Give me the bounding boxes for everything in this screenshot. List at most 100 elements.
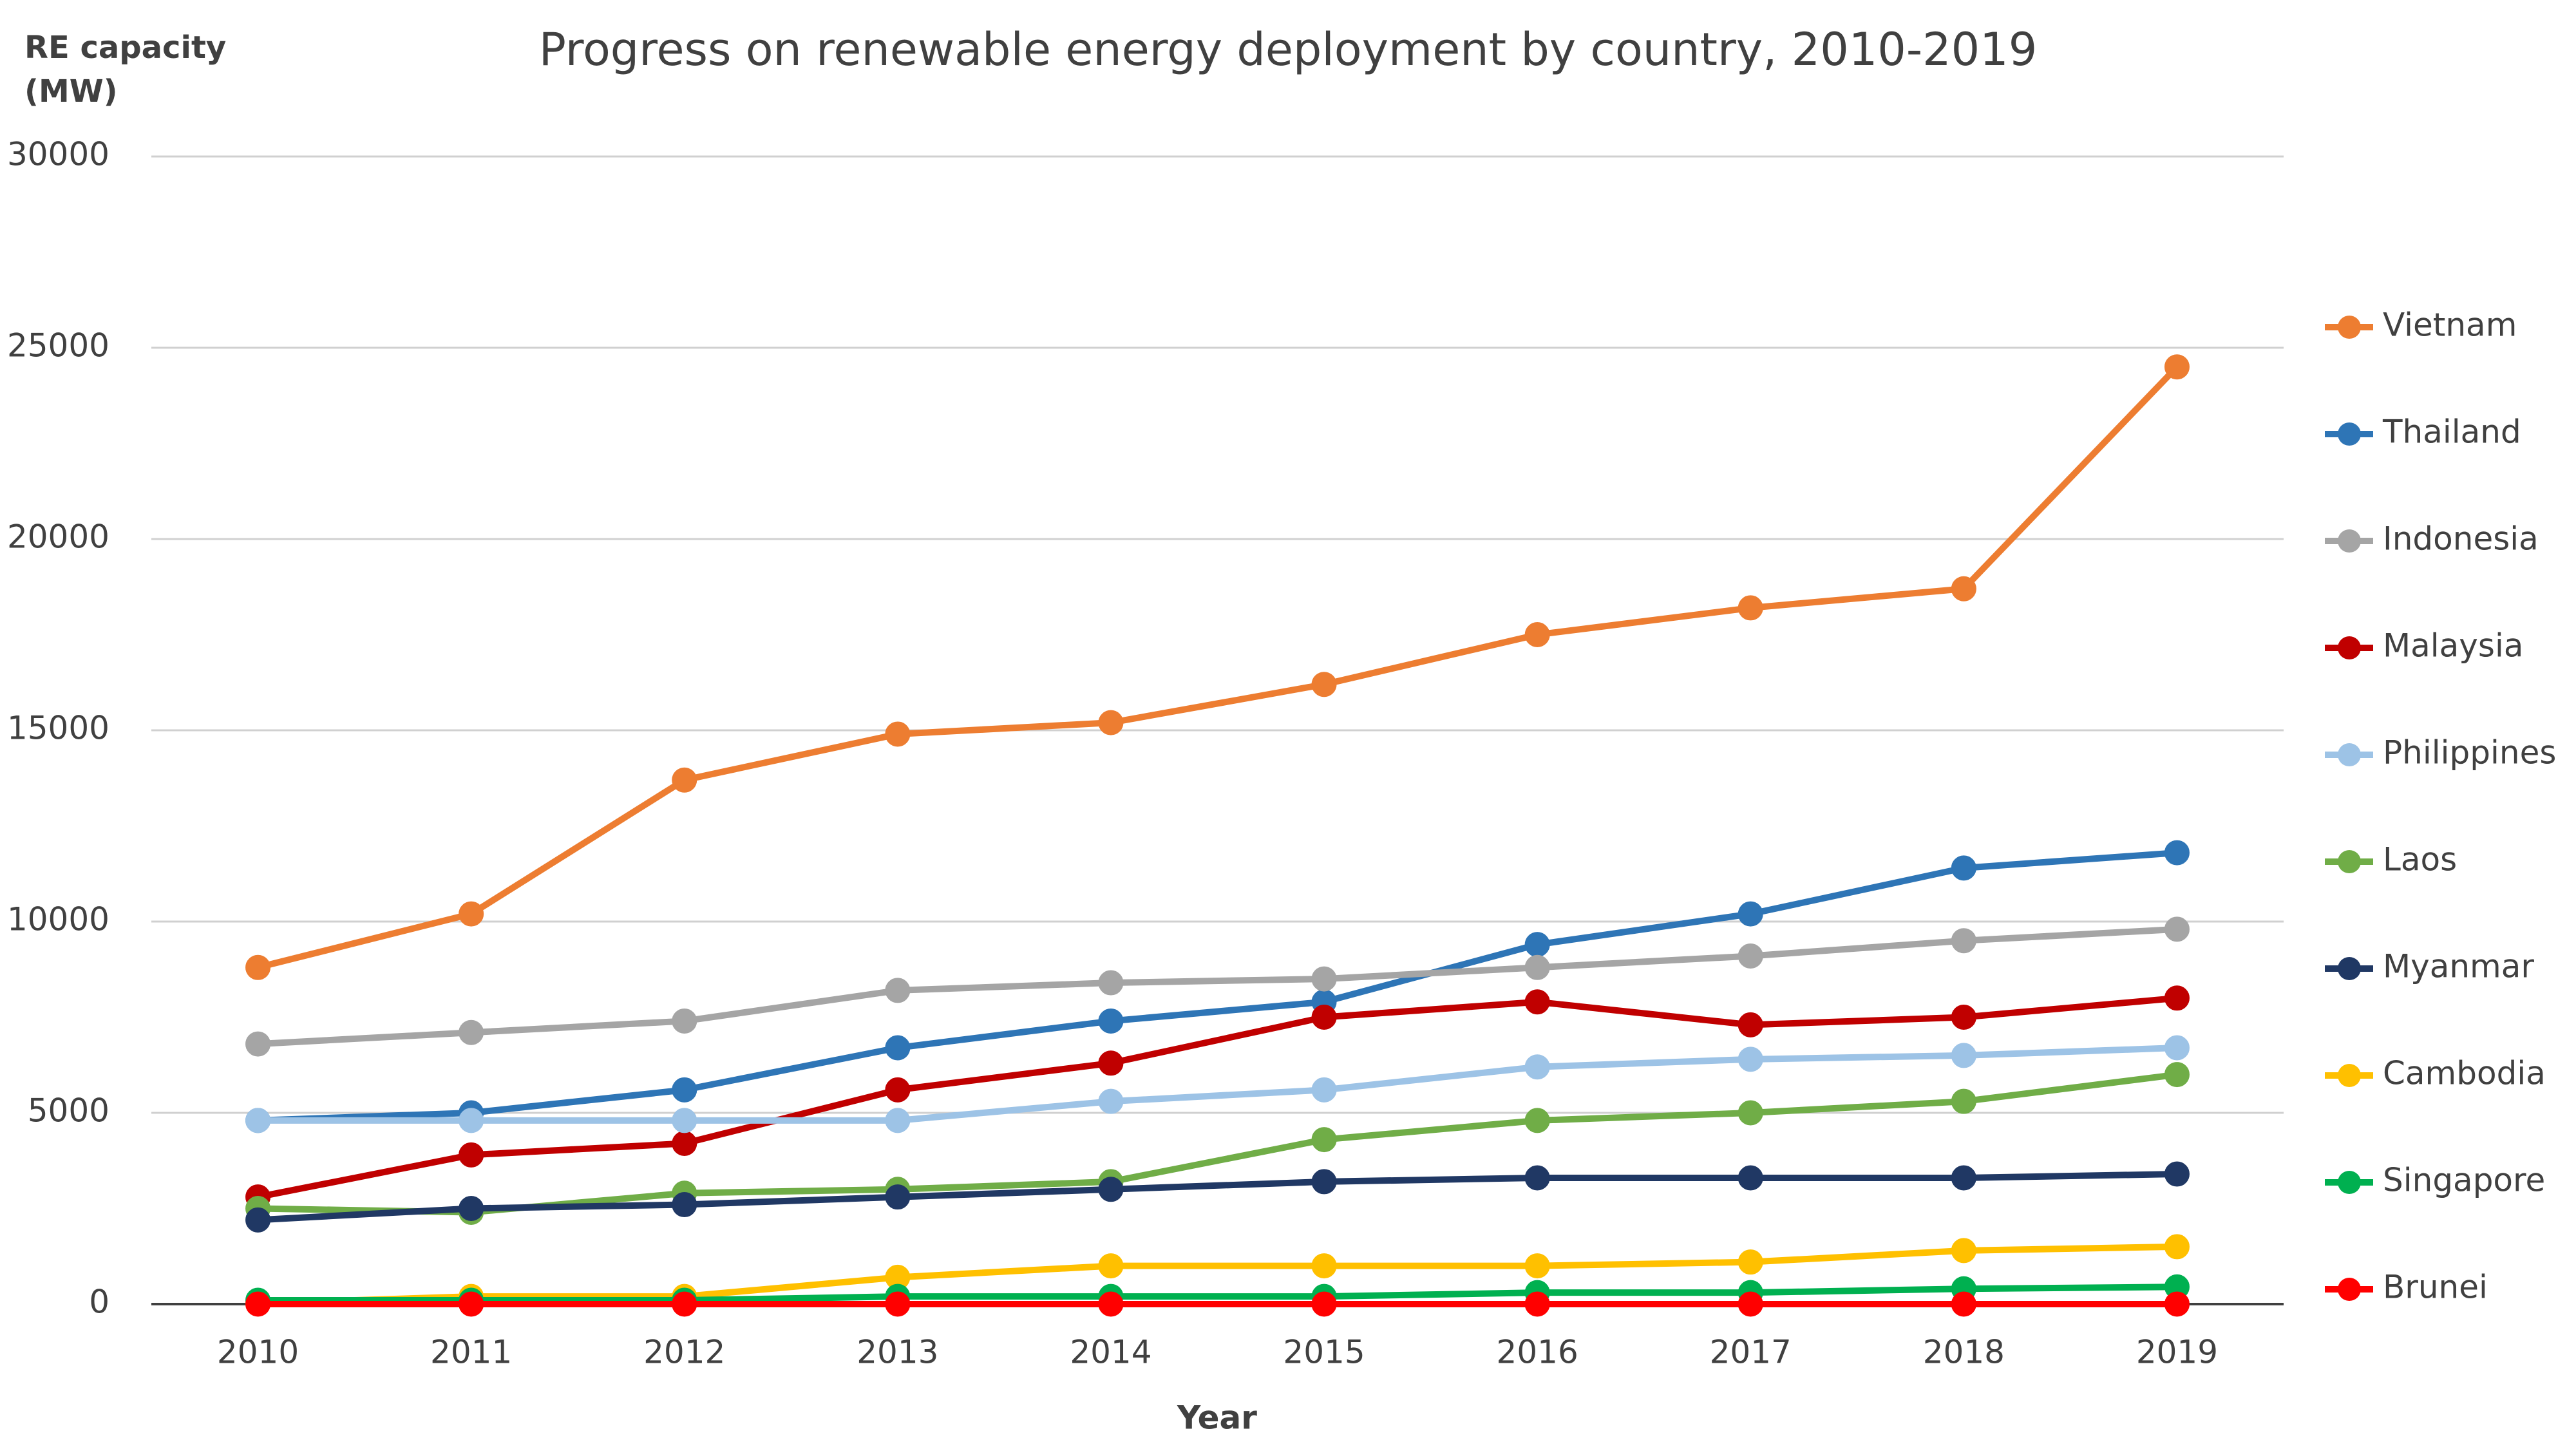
- x-tick-label: 2015: [1283, 1334, 1365, 1371]
- data-point: [672, 1131, 697, 1157]
- legend-marker: [2338, 1171, 2361, 1194]
- data-point: [1311, 966, 1337, 992]
- data-point: [1311, 1005, 1337, 1030]
- data-point: [885, 1035, 911, 1061]
- data-point: [1524, 1054, 1550, 1080]
- data-point: [885, 1291, 911, 1317]
- data-point: [1738, 1012, 1763, 1037]
- legend-marker: [2338, 957, 2361, 980]
- data-point: [1951, 1238, 1976, 1264]
- legend-marker: [2338, 529, 2361, 553]
- x-tick-label: 2019: [2136, 1334, 2218, 1371]
- data-point: [2164, 1062, 2190, 1088]
- x-tick-label: 2014: [1070, 1334, 1151, 1371]
- data-point: [672, 1008, 697, 1034]
- data-point: [1098, 1291, 1124, 1317]
- data-point: [2164, 840, 2190, 866]
- series-line: [257, 365, 2180, 971]
- x-tick-label: 2016: [1497, 1334, 1578, 1371]
- x-tick-label: 2013: [857, 1334, 938, 1371]
- data-point: [672, 1077, 697, 1103]
- data-point: [459, 901, 484, 927]
- data-point: [1311, 1169, 1337, 1195]
- legend-label: Brunei: [2383, 1269, 2488, 1306]
- data-point: [1311, 1291, 1337, 1317]
- data-point: [1098, 1088, 1124, 1114]
- y-tick-label: 10000: [7, 901, 109, 938]
- data-point: [245, 1291, 271, 1317]
- data-point: [885, 1077, 911, 1103]
- series-line: [258, 925, 2177, 1048]
- legend-label: Laos: [2383, 841, 2457, 878]
- data-point: [1098, 710, 1124, 735]
- data-point: [1524, 1165, 1550, 1191]
- y-tick-label: 5000: [28, 1092, 109, 1130]
- legend-marker: [2338, 422, 2361, 446]
- series-line: [257, 994, 2177, 1200]
- data-point: [1738, 1100, 1763, 1126]
- data-point: [2164, 1035, 2190, 1061]
- legend-marker: [2338, 850, 2361, 873]
- data-point: [1098, 1177, 1124, 1202]
- data-point: [1951, 1043, 1976, 1068]
- data-point: [459, 1291, 484, 1317]
- series-line: [258, 849, 2177, 1124]
- series-line: [258, 1171, 2177, 1224]
- legend-label: Vietnam: [2383, 307, 2517, 344]
- y-tick-label: 30000: [7, 136, 109, 173]
- data-point: [1951, 1291, 1976, 1317]
- data-point: [1311, 1253, 1337, 1279]
- x-tick-label: 2012: [643, 1334, 725, 1371]
- legend-marker: [2338, 743, 2361, 766]
- data-point: [2164, 1234, 2190, 1260]
- data-point: [2164, 1161, 2190, 1187]
- series-line: [258, 1045, 2177, 1124]
- data-point: [2164, 985, 2190, 1011]
- y-tick-label: 15000: [7, 710, 109, 747]
- legend-label: Cambodia: [2383, 1055, 2546, 1092]
- data-point: [1738, 901, 1763, 927]
- y-tick-label: 25000: [7, 327, 109, 365]
- series-line: [258, 1283, 2177, 1304]
- data-point: [1951, 1005, 1976, 1030]
- data-point: [1738, 943, 1763, 969]
- data-point: [245, 1108, 271, 1133]
- data-point: [885, 978, 911, 1003]
- data-point: [1524, 1291, 1550, 1317]
- data-point: [1738, 595, 1763, 621]
- x-axis-label: Year: [1177, 1399, 1257, 1437]
- data-point: [2164, 916, 2190, 942]
- legend-label: Philippines: [2383, 734, 2556, 772]
- data-point: [885, 721, 911, 747]
- data-point: [1738, 1165, 1763, 1191]
- data-point: [245, 1207, 271, 1233]
- data-point: [1524, 989, 1550, 1015]
- series-line: [258, 1071, 2178, 1216]
- data-point: [245, 1031, 271, 1057]
- legend-label: Indonesia: [2383, 520, 2539, 558]
- data-point: [885, 1184, 911, 1210]
- legend-marker: [2338, 1064, 2361, 1087]
- data-point: [672, 1108, 697, 1133]
- data-point: [1098, 1050, 1124, 1076]
- legend-marker: [2338, 636, 2361, 659]
- data-point: [1098, 1253, 1124, 1279]
- data-point: [2164, 354, 2190, 380]
- data-point: [1311, 1127, 1337, 1153]
- data-point: [459, 1196, 484, 1221]
- data-point: [459, 1019, 484, 1045]
- x-tick-label: 2011: [430, 1334, 512, 1371]
- data-point: [1738, 1046, 1763, 1072]
- data-point: [1951, 1088, 1976, 1114]
- data-point: [1311, 672, 1337, 697]
- x-tick-label: 2017: [1710, 1334, 1792, 1371]
- chart-title: Progress on renewable energy deployment …: [539, 23, 2037, 76]
- data-point: [672, 767, 697, 793]
- data-point: [459, 1142, 484, 1168]
- series-line: [258, 1243, 2177, 1307]
- x-tick-label: 2010: [217, 1334, 299, 1371]
- legend-marker: [2338, 316, 2361, 339]
- data-point: [1738, 1249, 1763, 1275]
